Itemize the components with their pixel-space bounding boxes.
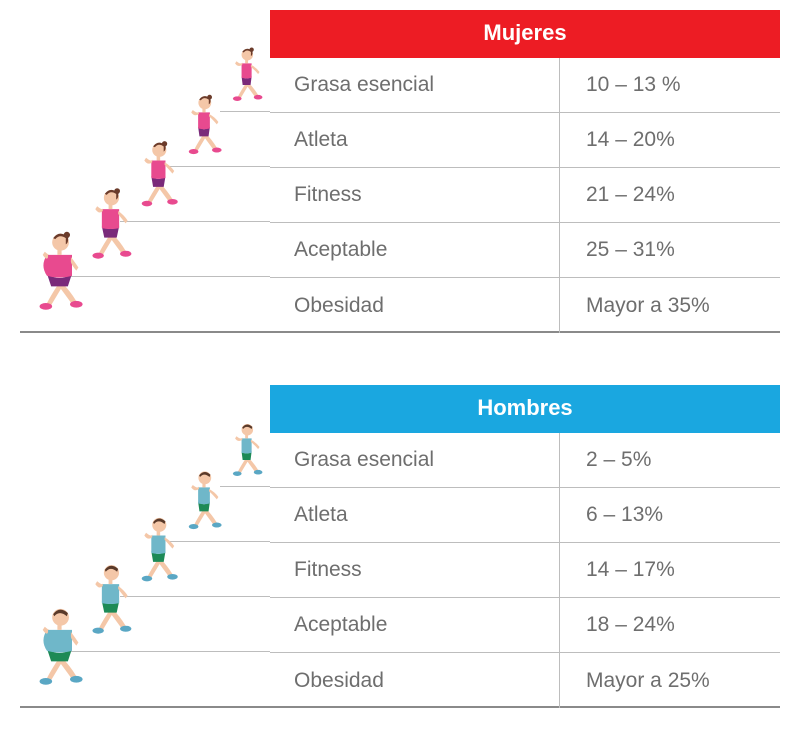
row-value: 6 – 13% [560,503,780,527]
runner-icon [28,226,91,321]
row-label: Fitness [270,168,560,222]
row-value: Mayor a 35% [560,294,780,318]
runner-icon [132,136,185,215]
stair-line [70,651,270,652]
row-label: Grasa esencial [270,433,560,487]
row-label: Atleta [270,488,560,542]
stair-line [170,166,270,167]
row-value: 14 – 20% [560,128,780,152]
row-label: Aceptable [270,223,560,277]
stair-line [20,706,270,707]
runner-icon [132,511,185,590]
row-value: 14 – 17% [560,558,780,582]
header-men: Hombres [270,385,780,433]
runner-icon [180,90,228,162]
runner-icon [225,43,268,108]
runner-icon [180,465,228,537]
row-label: Grasa esencial [270,58,560,112]
header-women: Mujeres [270,10,780,58]
panel-women: Mujeres Grasa esencial10 – 13 %Atleta14 … [20,10,780,345]
row-label: Obesidad [270,653,560,708]
row-value: 2 – 5% [560,448,780,472]
table-row: Grasa esencial10 – 13 % [270,58,780,113]
row-label: Aceptable [270,598,560,652]
table-women: Mujeres Grasa esencial10 – 13 %Atleta14 … [270,10,780,333]
stair-line [170,541,270,542]
table-row: Aceptable25 – 31% [270,223,780,278]
row-value: 18 – 24% [560,613,780,637]
table-row: Atleta14 – 20% [270,113,780,168]
stair-line [120,596,270,597]
runner-icon [28,601,91,696]
panel-men: Hombres Grasa esencial2 – 5%Atleta6 – 13… [20,385,780,720]
table-row: Atleta6 – 13% [270,488,780,543]
table-row: ObesidadMayor a 25% [270,653,780,708]
table-row: Fitness21 – 24% [270,168,780,223]
row-label: Obesidad [270,278,560,333]
table-row: Fitness14 – 17% [270,543,780,598]
row-value: 25 – 31% [560,238,780,262]
table-row: Aceptable18 – 24% [270,598,780,653]
row-value: Mayor a 25% [560,669,780,693]
stair-line [70,276,270,277]
row-value: 21 – 24% [560,183,780,207]
stair-line [120,221,270,222]
row-label: Atleta [270,113,560,167]
row-label: Fitness [270,543,560,597]
stair-line [20,331,270,332]
table-men: Hombres Grasa esencial2 – 5%Atleta6 – 13… [270,385,780,708]
row-value: 10 – 13 % [560,73,780,97]
runner-icon [225,418,268,483]
table-row: ObesidadMayor a 35% [270,278,780,333]
table-row: Grasa esencial2 – 5% [270,433,780,488]
